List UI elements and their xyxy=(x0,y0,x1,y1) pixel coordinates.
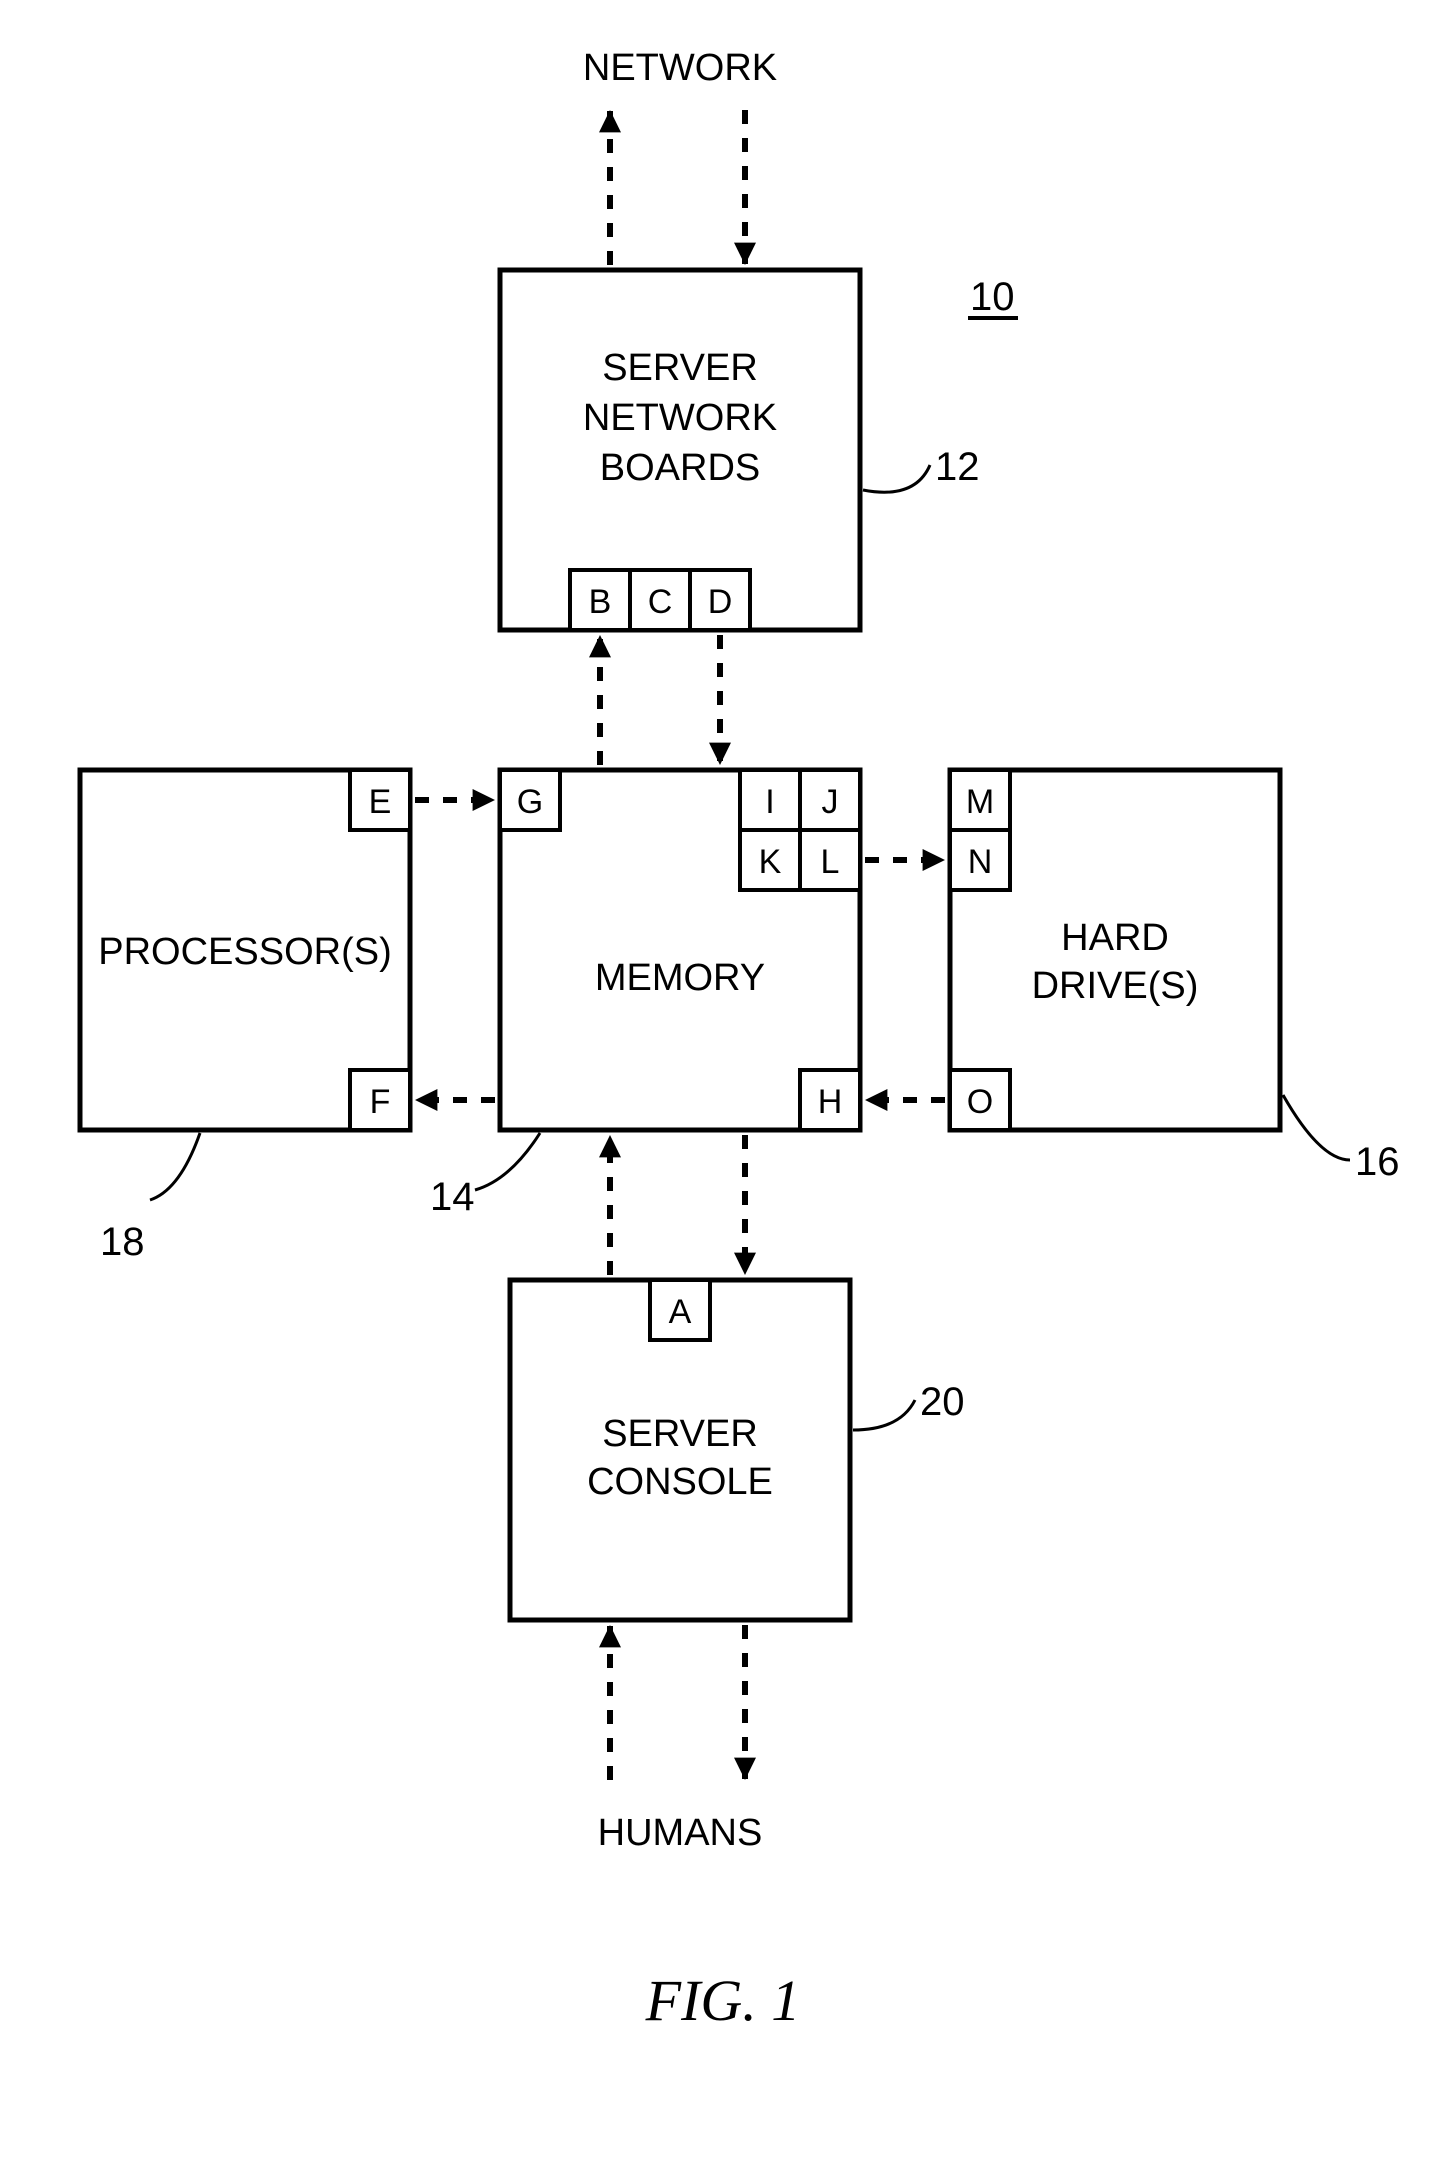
snb-label-2: NETWORK xyxy=(583,397,777,439)
arrowhead xyxy=(599,1625,621,1647)
arrowhead xyxy=(923,849,945,871)
network-label: NETWORK xyxy=(583,47,777,89)
arrowhead xyxy=(415,1089,437,1111)
figure-caption: FIG. 1 xyxy=(645,1968,801,2033)
arrowhead xyxy=(865,1089,887,1111)
ref-16-refnum: 16 xyxy=(1355,1140,1400,1184)
port-b-label: B xyxy=(589,583,612,621)
port-a-label: A xyxy=(669,1293,692,1331)
arrowhead xyxy=(734,1253,756,1275)
port-n-label: N xyxy=(968,843,993,881)
port-l-label: L xyxy=(821,843,840,881)
arrowhead xyxy=(589,635,611,657)
ref-12-leader xyxy=(863,465,930,492)
humans-label: HUMANS xyxy=(598,1812,763,1854)
ref-18-refnum: 18 xyxy=(100,1220,145,1264)
port-f-label: F xyxy=(370,1083,391,1121)
snb-label-3: BOARDS xyxy=(600,447,760,489)
arrowhead xyxy=(599,110,621,132)
ref-20-leader xyxy=(853,1400,915,1430)
port-g-label: G xyxy=(517,783,543,821)
ref-14-leader xyxy=(475,1133,540,1190)
console-label-2: CONSOLE xyxy=(587,1461,773,1503)
ref-14-refnum: 14 xyxy=(430,1175,475,1219)
port-o-label: O xyxy=(967,1083,993,1121)
arrowhead xyxy=(473,789,495,811)
hard-drive-label-1: HARD xyxy=(1061,917,1169,959)
system-block-diagram: NETWORK SERVER NETWORK BOARDS BCD 12 10 PROCESS… xyxy=(0,0,1446,2168)
port-c-label: C xyxy=(648,583,673,621)
ref-20-refnum: 20 xyxy=(920,1380,965,1424)
port-m-label: M xyxy=(966,783,994,821)
port-k-label: K xyxy=(759,843,782,881)
console-label-1: SERVER xyxy=(602,1413,758,1455)
port-e-label: E xyxy=(369,783,392,821)
port-d-label: D xyxy=(708,583,733,621)
ref-10: 10 xyxy=(970,275,1015,319)
snb-label-1: SERVER xyxy=(602,347,758,389)
hard-drive-label-2: DRIVE(S) xyxy=(1032,965,1199,1007)
memory-label: MEMORY xyxy=(595,957,765,999)
processor-label: PROCESSOR(S) xyxy=(98,931,391,973)
arrowhead xyxy=(599,1135,621,1157)
arrowhead xyxy=(734,243,756,265)
ref-18-leader xyxy=(150,1133,200,1200)
arrowhead xyxy=(734,1758,756,1780)
arrowhead xyxy=(709,743,731,765)
ref-16-leader xyxy=(1283,1095,1350,1160)
port-h-label: H xyxy=(818,1083,843,1121)
port-i-label: I xyxy=(765,783,774,821)
ref-12-refnum: 12 xyxy=(935,445,980,489)
port-j-label: J xyxy=(822,783,839,821)
